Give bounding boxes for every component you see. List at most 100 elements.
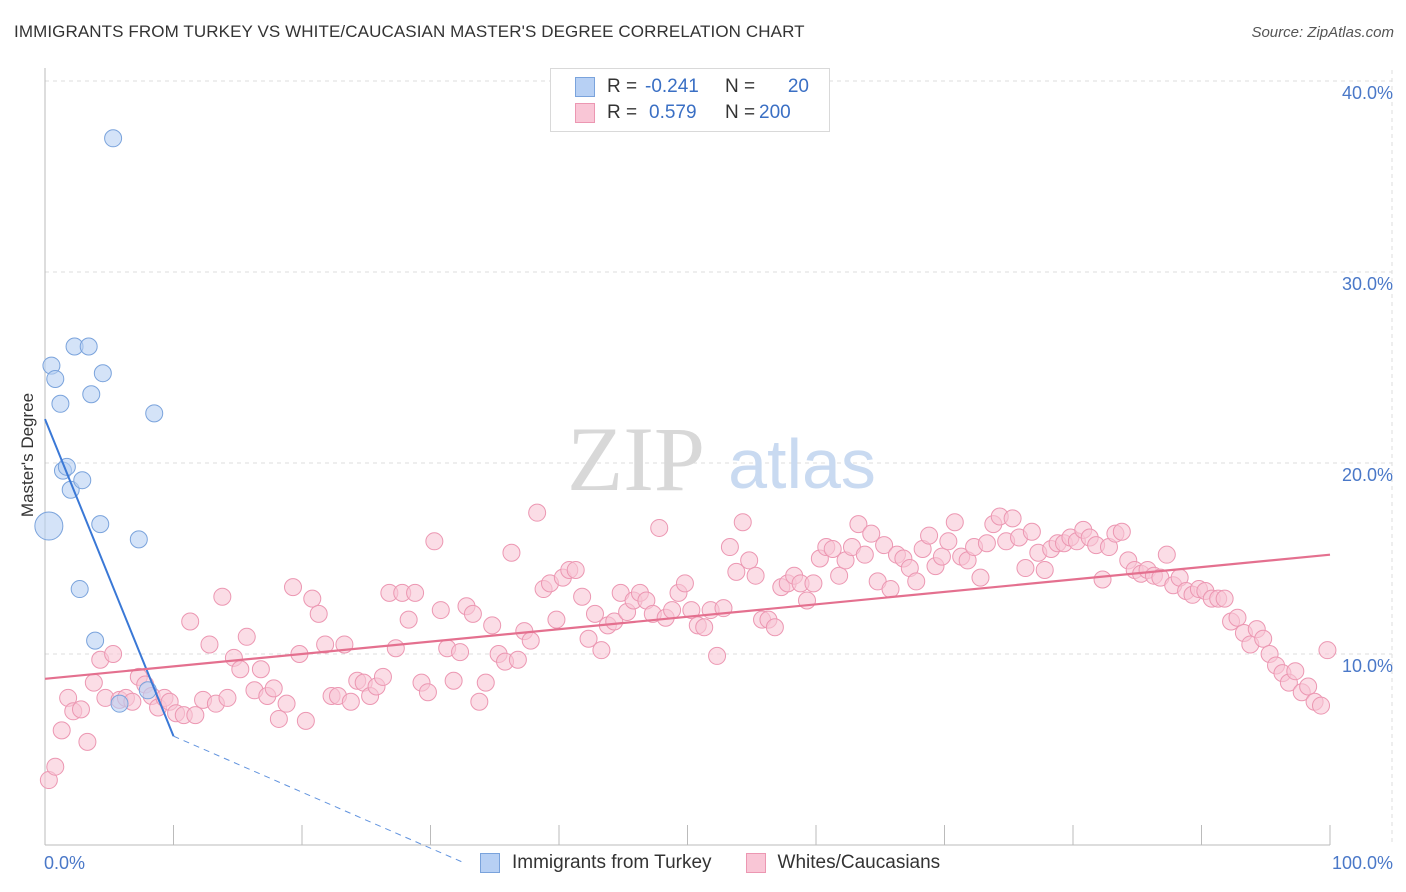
white-caucasian-point [237, 627, 256, 646]
white-caucasian-point [231, 660, 250, 679]
white-caucasian-point [907, 572, 926, 591]
r-label: R = [607, 76, 638, 97]
watermark: ZIP atlas [567, 408, 876, 510]
white-caucasian-point [579, 629, 598, 648]
turkey-point [86, 631, 105, 650]
trend-lines [44, 418, 1331, 863]
white-caucasian-point [875, 536, 894, 555]
white-caucasian-point [1286, 662, 1305, 681]
white-caucasian-point [284, 578, 303, 597]
white-caucasian-point [508, 650, 527, 669]
white-caucasian-point [1157, 545, 1176, 564]
turkey-point [110, 694, 129, 713]
legend-item-white[interactable]: Whites/Caucasians [745, 852, 940, 874]
source-label: Source: ZipAtlas.com [1251, 24, 1394, 41]
white-caucasian-point [444, 671, 463, 690]
white-caucasian-point [218, 688, 237, 707]
white-caucasian-point [425, 532, 444, 551]
white-caucasian-point [46, 757, 65, 776]
n-value-white: 200 [759, 102, 791, 123]
turkey-point [145, 404, 164, 423]
turkey-point [82, 385, 101, 404]
white-caucasian-point [186, 706, 205, 725]
legend-item-turkey[interactable]: Immigrants from Turkey [480, 852, 712, 874]
white-caucasian-point [251, 660, 270, 679]
white-caucasian-point [881, 580, 900, 599]
white-caucasian-point [269, 709, 288, 728]
n-label: N = [725, 76, 756, 97]
turkey-point [73, 471, 92, 490]
white-caucasian-point [200, 635, 219, 654]
y-tick-label: 10.0% [1342, 656, 1393, 676]
legend-label-turkey: Immigrants from Turkey [512, 852, 712, 873]
white-caucasian-point [862, 524, 881, 543]
white-caucasian-point [431, 601, 450, 620]
white-caucasian-point [181, 612, 200, 631]
white-caucasian-point [830, 566, 849, 585]
white-caucasian-point [823, 539, 842, 558]
grid-lines [45, 70, 1393, 845]
turkey-point [129, 530, 148, 549]
white-caucasian-point [309, 604, 328, 623]
white-caucasian-point [1215, 589, 1234, 608]
n-label: N = [725, 102, 756, 123]
white-caucasian-point [463, 604, 482, 623]
white-caucasian-point [720, 538, 739, 557]
white-caucasian-point [84, 673, 103, 692]
white-caucasian-point [1228, 608, 1247, 627]
white-caucasian-point [650, 518, 669, 537]
white-caucasian-point [213, 587, 232, 606]
white-caucasian-point [1312, 696, 1331, 715]
white-caucasian-point [727, 562, 746, 581]
x-tick-label-max: 100.0% [1332, 853, 1393, 873]
y-axis-label: Master's Degree [18, 392, 37, 518]
white-caucasian-point [682, 601, 701, 620]
white-caucasian-point [341, 692, 360, 711]
chart-title: IMMIGRANTS FROM TURKEY VS WHITE/CAUCASIA… [14, 22, 805, 41]
white-trend-line [44, 553, 1331, 680]
white-caucasian-point [316, 635, 335, 654]
white-caucasian-point [52, 721, 71, 740]
white-caucasian-point [765, 618, 784, 637]
white-caucasian-point [945, 513, 964, 532]
turkey-trend-line [44, 418, 175, 737]
legend-row-white: R = 0.579 N = 200 [575, 100, 809, 126]
turkey-point [46, 369, 65, 388]
white-caucasian-point [977, 534, 996, 553]
turkey-point [91, 515, 110, 534]
white-caucasian-point [971, 568, 990, 587]
white-caucasian-point [418, 683, 437, 702]
turkey-point [51, 394, 70, 413]
legend-swatch-turkey [575, 77, 595, 97]
turkey-point [34, 511, 64, 541]
axes [44, 68, 1331, 846]
white-caucasian-point [1112, 522, 1131, 541]
white-caucasian-point [399, 610, 418, 629]
white-caucasian-point [1022, 522, 1041, 541]
legend-swatch-white [745, 853, 766, 873]
turkey-point [79, 337, 98, 356]
r-label: R = [607, 102, 638, 123]
series-legend: Immigrants from Turkey Whites/Caucasians [480, 852, 974, 874]
turkey-point [104, 129, 123, 148]
white-caucasian-point [920, 526, 939, 545]
white-caucasian-point [502, 543, 521, 562]
x-tick-label-min: 0.0% [44, 853, 85, 873]
white-caucasian-point [71, 700, 90, 719]
watermark-atlas: atlas [728, 425, 876, 503]
white-caucasian-point [663, 601, 682, 620]
watermark-zip: ZIP [567, 408, 705, 510]
turkey-point [93, 364, 112, 383]
white-caucasian-point [104, 645, 123, 663]
white-caucasian-point [566, 560, 585, 579]
white-caucasian-point [592, 641, 611, 660]
white-caucasian-point [740, 551, 759, 570]
turkey-point [138, 681, 157, 700]
white-caucasian-point [386, 639, 405, 658]
white-caucasian-point [1299, 677, 1318, 696]
white-caucasian-point [470, 692, 489, 711]
legend-swatch-turkey [480, 853, 500, 873]
turkey-point [70, 580, 89, 599]
white-caucasian-points [39, 503, 1337, 790]
